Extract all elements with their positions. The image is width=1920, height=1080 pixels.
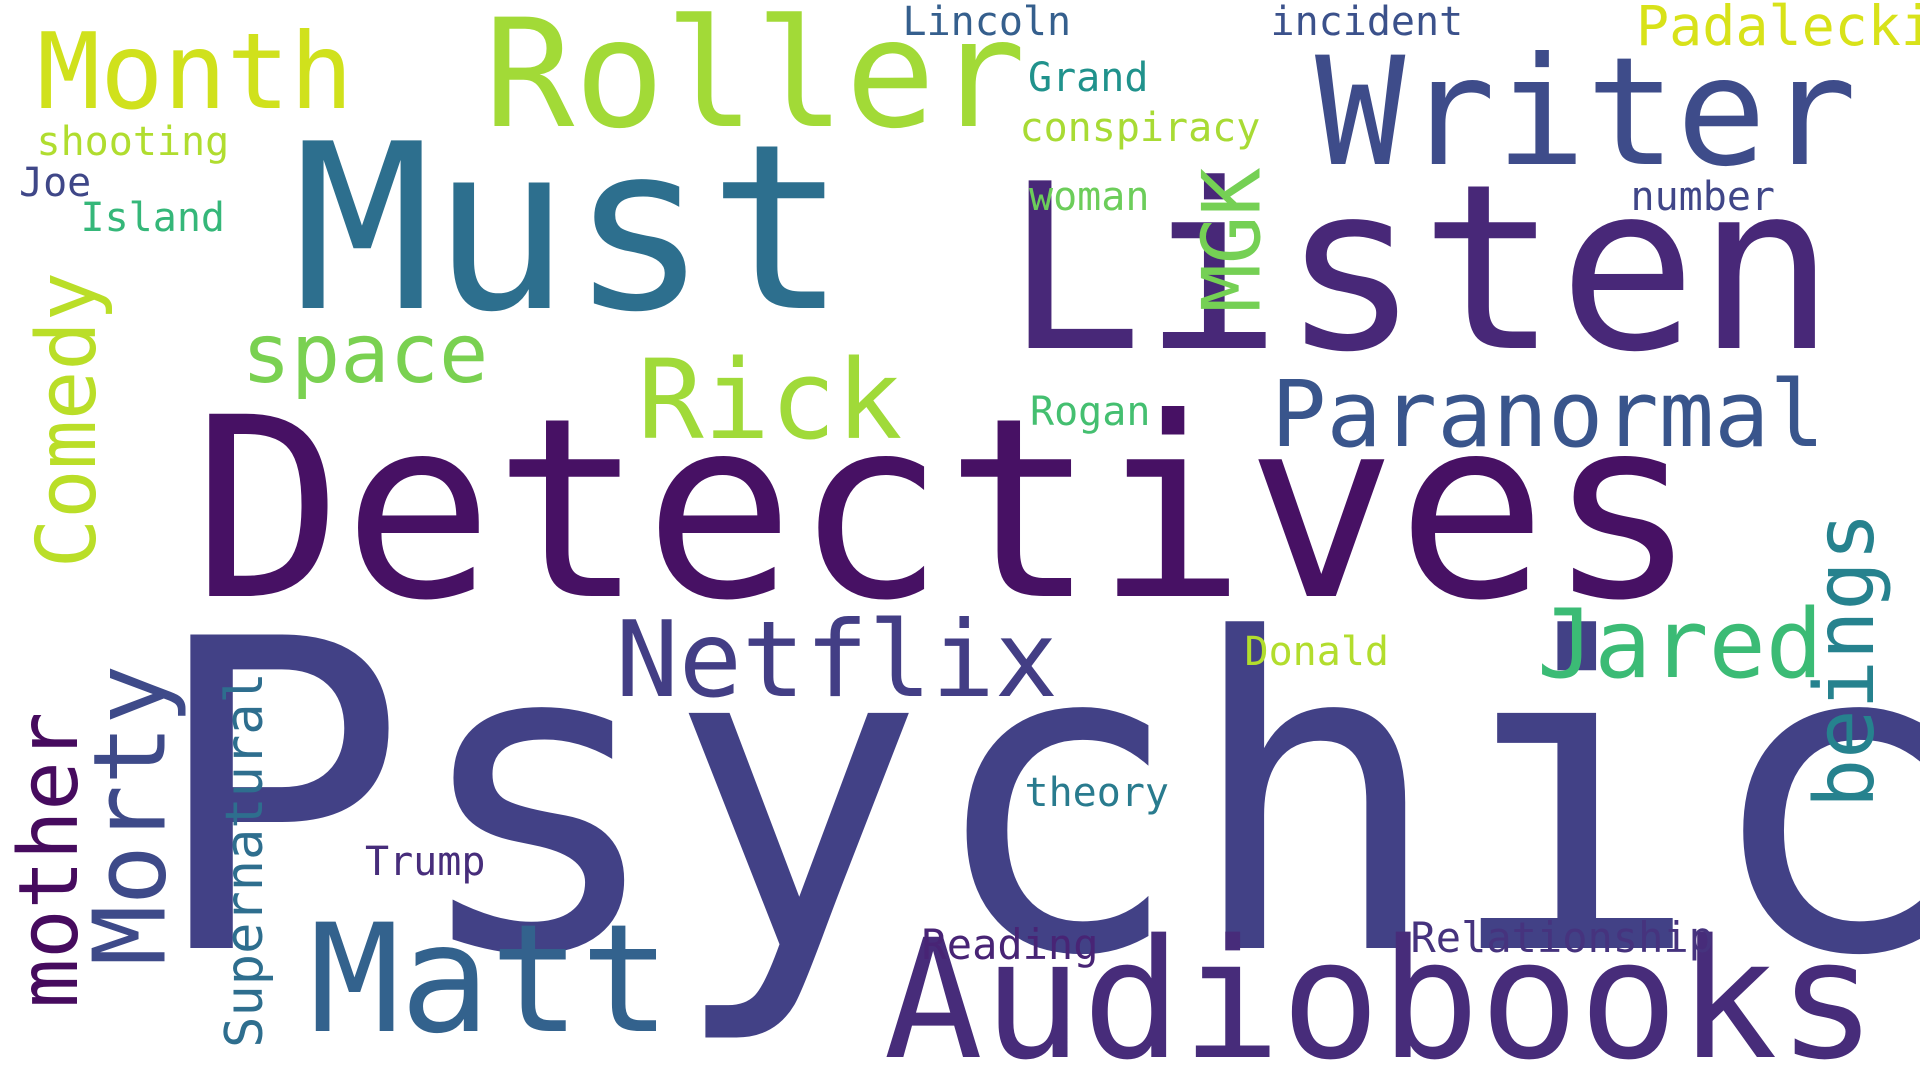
cloud-word-conspiracy: conspiracy <box>1019 105 1261 151</box>
cloud-word-lincoln: Lincoln <box>902 0 1072 45</box>
cloud-word-writer: Writer <box>1315 26 1857 200</box>
cloud-word-listen: Listen <box>1004 136 1836 403</box>
cloud-word-must: Must <box>293 96 847 363</box>
cloud-word-incident: incident <box>1270 0 1464 45</box>
cloud-word-space: space <box>241 307 489 402</box>
cloud-word-trump: Trump <box>365 839 486 885</box>
cloud-word-rick: Rick <box>637 336 903 464</box>
cloud-word-jared: Jared <box>1537 589 1823 700</box>
cloud-word-donald: Donald <box>1244 629 1390 675</box>
cloud-word-island: Island <box>80 195 226 241</box>
cloud-word-detectives: Detectives <box>192 364 1698 655</box>
cloud-word-reading: Reading <box>921 920 1099 969</box>
cloud-word-audiobooks: Audiobooks <box>883 903 1877 1080</box>
cloud-word-matt: Matt <box>309 893 671 1067</box>
cloud-word-woman: woman <box>1029 174 1150 220</box>
cloud-word-number: number <box>1630 174 1776 220</box>
cloud-word-comedy: Comedy <box>20 271 116 569</box>
cloud-word-rogan: Rogan <box>1030 389 1151 435</box>
cloud-word-psychic: Psychic <box>149 550 1920 1050</box>
cloud-word-theory: theory <box>1024 770 1170 816</box>
cloud-word-paranormal: Paranormal <box>1271 361 1825 468</box>
cloud-word-relationship: Relationship <box>1410 913 1714 962</box>
cloud-word-supernatural: Supernatural <box>214 672 275 1048</box>
cloud-word-netflix: Netflix <box>615 598 1059 721</box>
cloud-word-beings: beings <box>1798 511 1894 809</box>
cloud-word-shooting: shooting <box>36 119 230 165</box>
cloud-word-padalecki: Padalecki <box>1636 0 1920 58</box>
cloud-word-joe: Joe <box>19 160 92 206</box>
cloud-word-month: Month <box>37 10 354 133</box>
cloud-word-mother: mother <box>2 711 98 1009</box>
cloud-word-mgk: MGK <box>1184 167 1278 313</box>
cloud-word-roller: Roller <box>484 0 1026 162</box>
cloud-word-grand: Grand <box>1028 55 1149 101</box>
